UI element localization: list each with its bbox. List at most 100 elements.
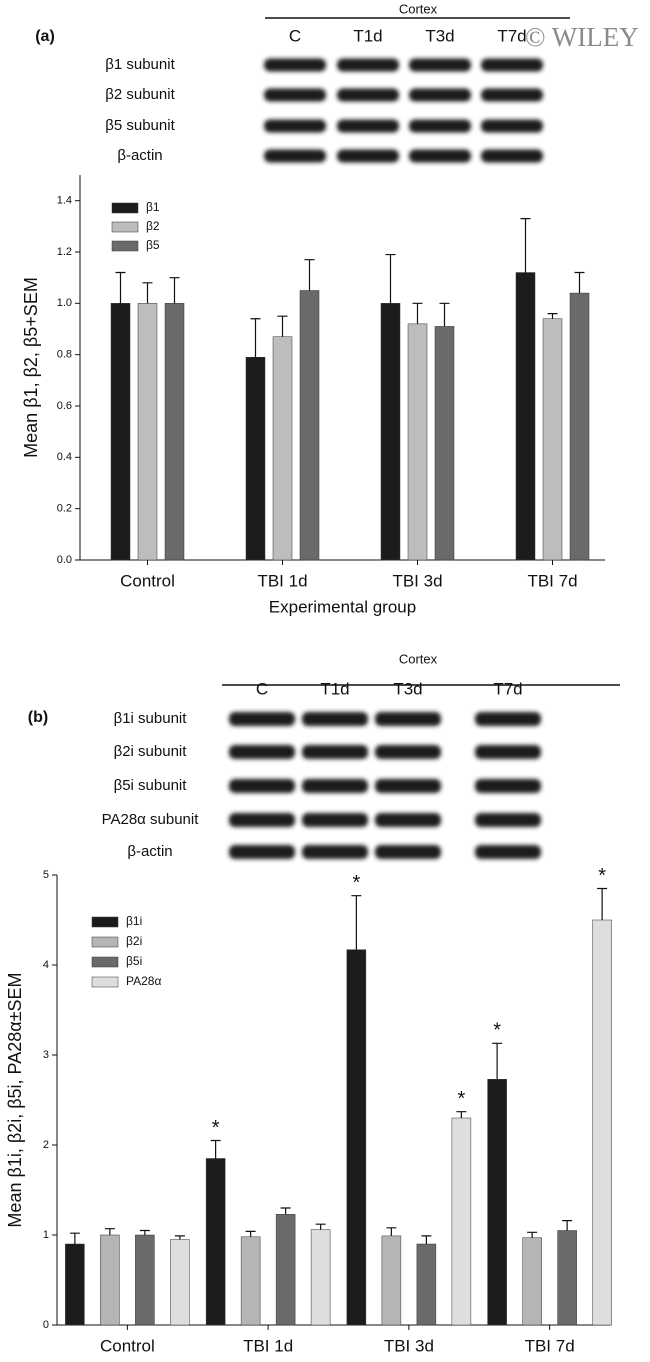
error-bar — [104, 1228, 115, 1235]
error-bar — [277, 315, 288, 337]
y-axis-title: Mean β1i, β2i, β5i, PA28α±SEM — [5, 972, 25, 1227]
blot-band — [409, 119, 471, 133]
bar — [416, 1243, 437, 1326]
y-axis-title: Mean β1, β2, β5+SEM — [21, 277, 41, 458]
legend-swatch — [91, 956, 119, 968]
y-tick-label: 0.2 — [57, 503, 72, 515]
blot-band — [481, 119, 543, 133]
y-tick-label: 1.0 — [57, 297, 72, 309]
blot-band — [264, 88, 326, 102]
bar — [407, 323, 428, 561]
blot-band — [229, 745, 295, 759]
bar — [451, 1117, 472, 1326]
y-tick-label: 0.8 — [57, 349, 72, 361]
band-label: β-actin — [127, 843, 172, 860]
blot-band — [475, 745, 541, 759]
panel-label: (a) — [35, 28, 55, 45]
blot-band — [475, 813, 541, 827]
blot-band — [229, 845, 295, 859]
legend-label: β1 — [146, 200, 160, 214]
bar — [592, 919, 612, 1326]
blot-band — [475, 712, 541, 726]
blot-band — [409, 149, 471, 163]
significance-marker: * — [352, 872, 360, 894]
bar — [275, 1214, 296, 1326]
bar — [100, 1234, 120, 1326]
lane-label: T1d — [353, 26, 382, 45]
band-label: β2 subunit — [105, 86, 175, 103]
error-bar — [115, 271, 126, 304]
lane-label: T3d — [425, 26, 454, 45]
bar — [137, 303, 158, 561]
blot-band — [475, 845, 541, 859]
blot-band — [337, 88, 399, 102]
bar — [164, 303, 185, 561]
legend-swatch — [111, 202, 139, 214]
blot-band — [475, 779, 541, 793]
blot-band — [229, 712, 295, 726]
x-tick-label: TBI 1d — [257, 571, 307, 590]
bar — [557, 1230, 577, 1326]
error-bar — [139, 1229, 150, 1235]
error-bar — [69, 1232, 80, 1244]
legend-swatch — [91, 916, 119, 928]
bar — [542, 318, 563, 561]
error-bar — [169, 277, 180, 304]
error-bar — [280, 1207, 291, 1215]
error-bar — [520, 218, 531, 273]
bar — [487, 1079, 507, 1326]
y-tick-label: 0 — [43, 1319, 49, 1331]
band-label: β5i subunit — [114, 777, 188, 794]
error-bar — [562, 1220, 573, 1231]
significance-marker: * — [457, 1088, 465, 1110]
band-label: PA28α subunit — [102, 811, 200, 828]
bar — [205, 1158, 226, 1326]
watermark: © WILEY — [525, 22, 639, 52]
legend-label: β2 — [146, 219, 160, 233]
x-tick-label: TBI 3d — [392, 571, 442, 590]
y-tick-label: 3 — [43, 1049, 49, 1061]
y-tick-label: 1.4 — [57, 195, 72, 207]
blot-band — [375, 779, 441, 793]
bar — [170, 1239, 190, 1326]
error-bar — [439, 302, 450, 327]
blot-band — [481, 58, 543, 72]
lane-label: T7d — [497, 26, 526, 45]
bar — [65, 1243, 85, 1326]
x-tick-label: TBI 7d — [527, 571, 577, 590]
band-label: β1 subunit — [105, 56, 175, 73]
error-bar — [421, 1235, 432, 1244]
error-bar — [412, 302, 423, 324]
error-bar — [142, 282, 153, 304]
significance-marker: * — [212, 1117, 220, 1139]
y-tick-label: 1.2 — [57, 246, 72, 258]
error-bar — [385, 253, 396, 304]
blot-band — [229, 779, 295, 793]
blot-band — [302, 779, 368, 793]
bar — [299, 290, 320, 561]
legend-swatch — [111, 221, 139, 233]
legend-label: PA28α — [126, 974, 161, 988]
error-bar — [174, 1235, 185, 1240]
blot-band — [337, 119, 399, 133]
lane-label: C — [289, 26, 301, 45]
bar — [522, 1237, 542, 1326]
x-tick-label: Control — [120, 571, 175, 590]
significance-marker: * — [493, 1020, 501, 1042]
y-tick-label: 5 — [43, 869, 49, 881]
x-tick-label: TBI 3d — [384, 1336, 434, 1355]
legend-swatch — [111, 240, 139, 252]
x-axis-title: Experimental group — [269, 597, 416, 616]
blot-band — [375, 712, 441, 726]
band-label: β-actin — [117, 147, 162, 164]
panel-label: (b) — [28, 709, 48, 726]
lane-label: T3d — [393, 679, 422, 698]
error-bar — [351, 895, 362, 950]
legend-swatch — [91, 936, 119, 948]
bar — [110, 303, 131, 561]
lane-label: T7d — [493, 679, 522, 698]
bar — [272, 336, 293, 561]
blot-band — [264, 119, 326, 133]
blot-band — [409, 88, 471, 102]
